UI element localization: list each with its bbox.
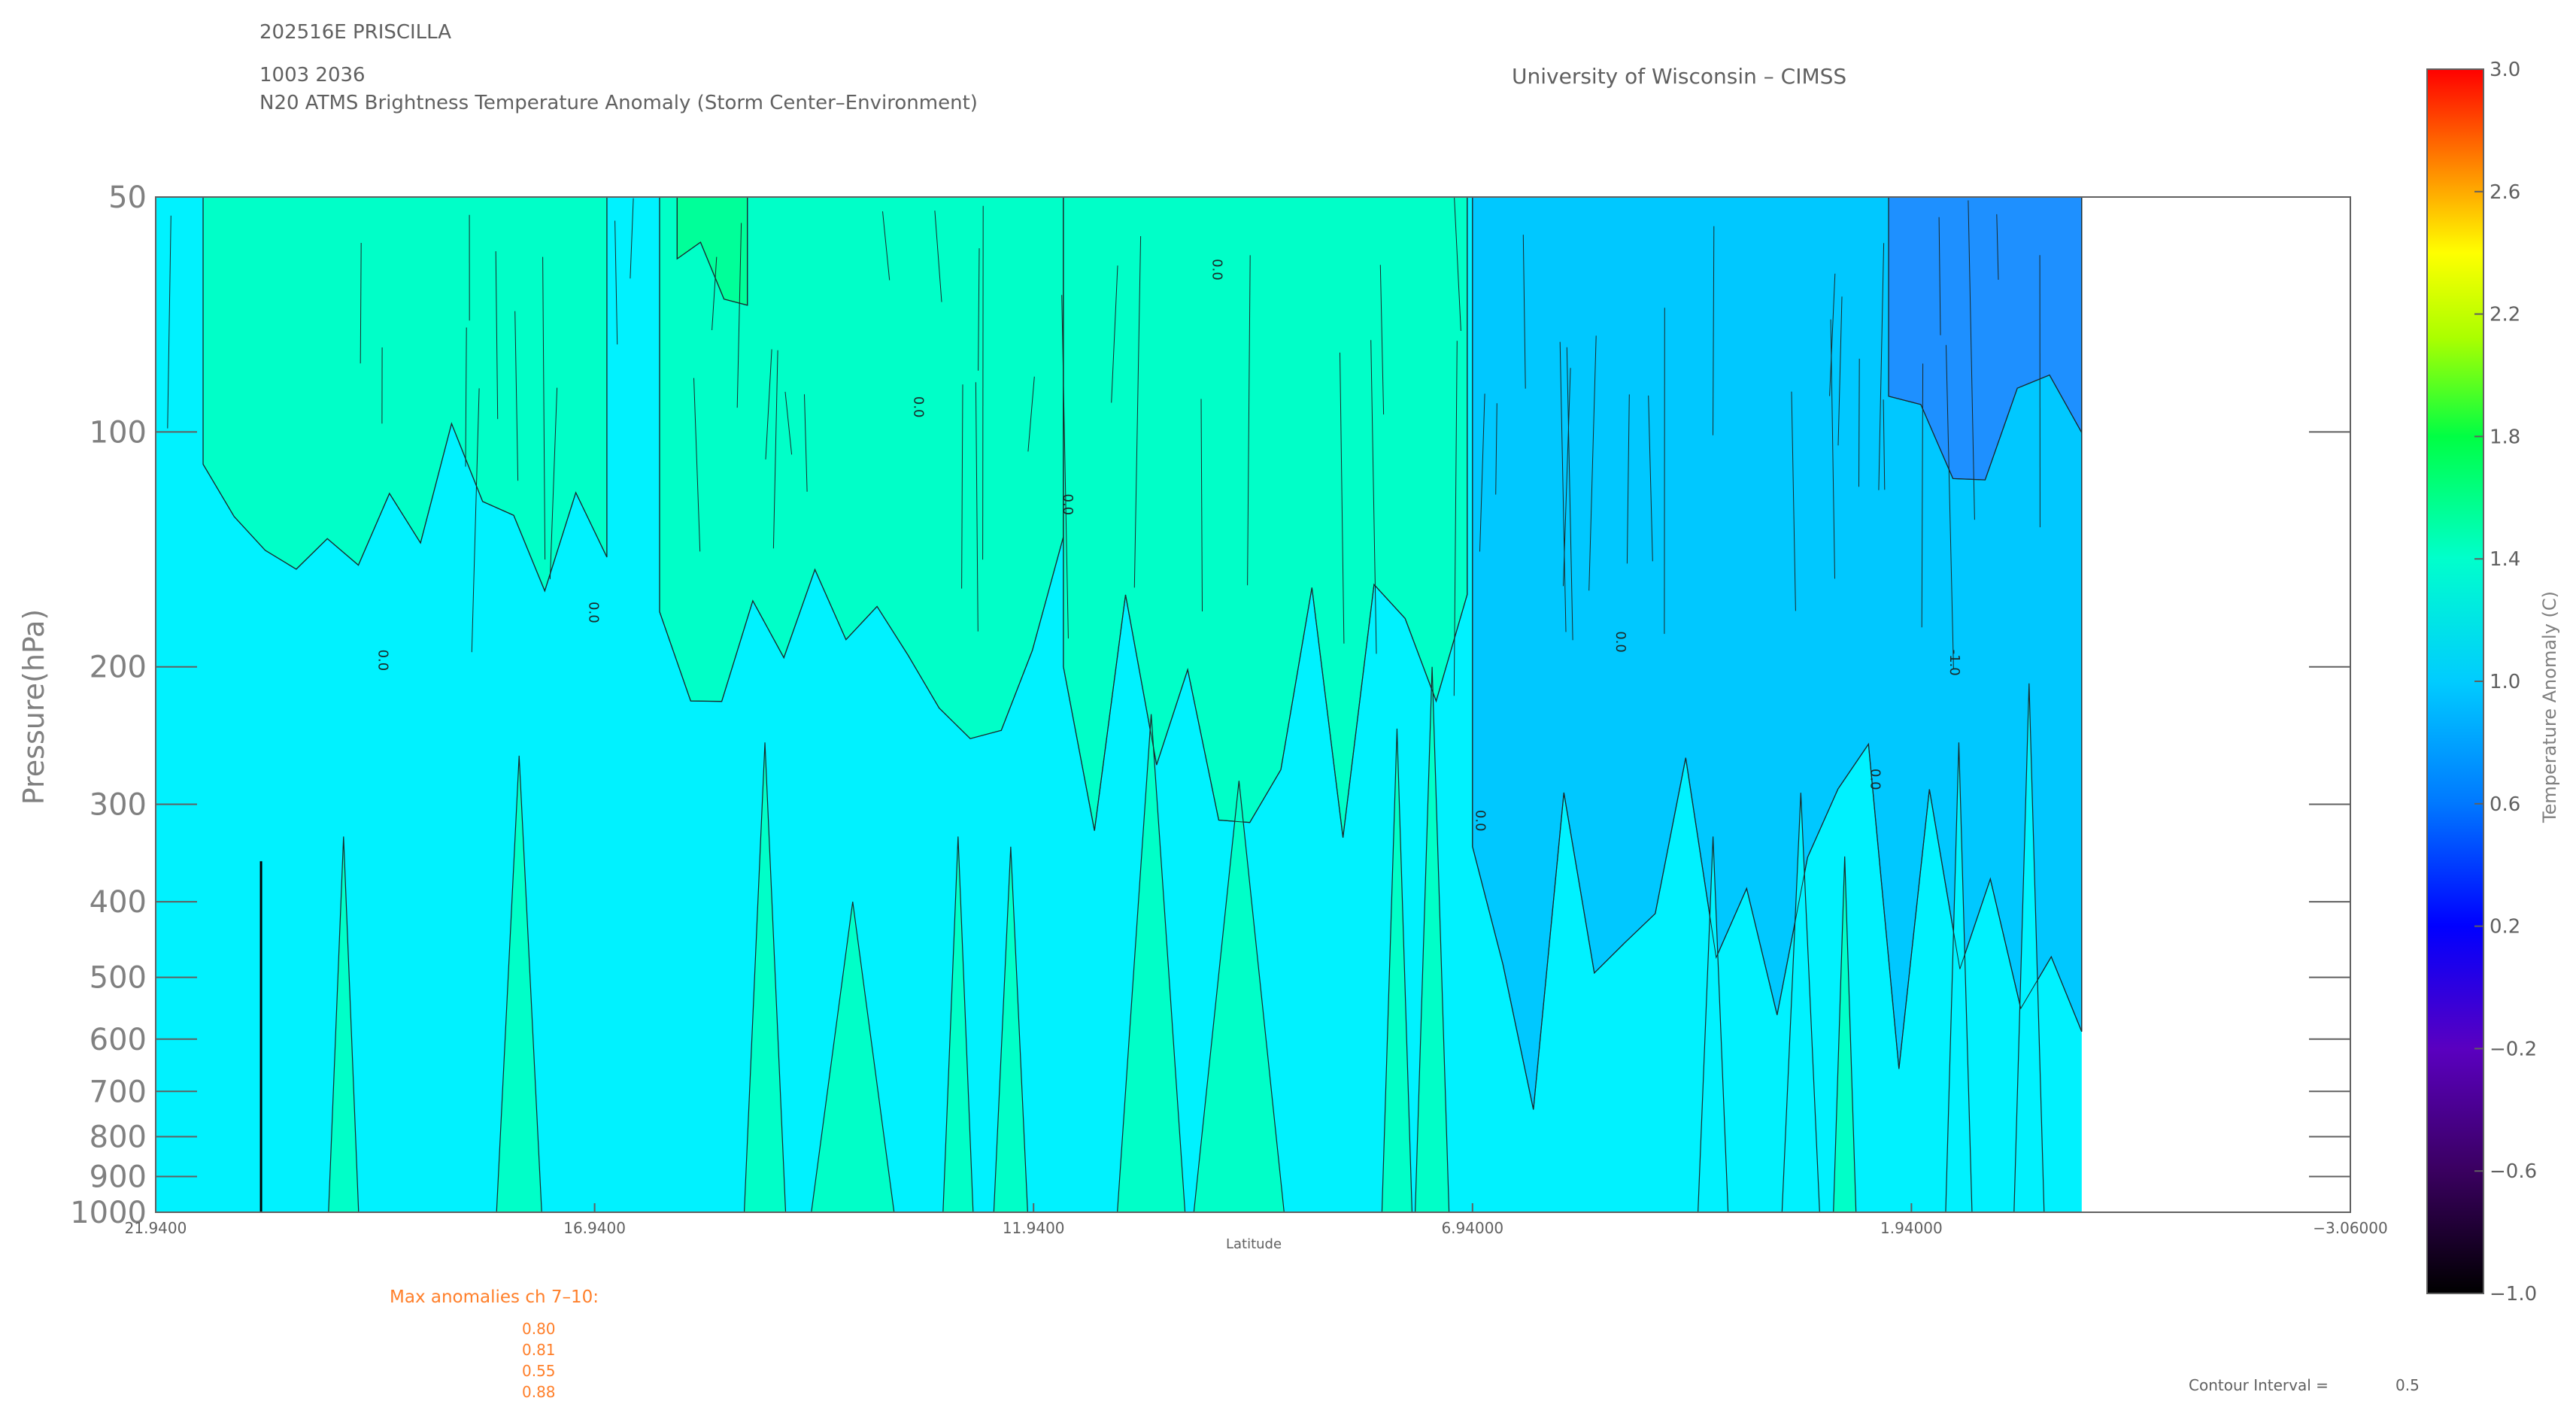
contour-label-7: -1.0 <box>1946 650 1962 676</box>
colorbar-tick-label-10: −0.6 <box>2490 1160 2537 1183</box>
y-tick-label-100: 100 <box>90 415 147 450</box>
max-anomaly-ch8: 0.81 <box>522 1341 556 1359</box>
y-tick-label-900: 900 <box>90 1160 147 1195</box>
max-anomaly-ch10: 0.88 <box>522 1383 556 1401</box>
y-tick-label-200: 200 <box>90 650 147 685</box>
colorbar-tick-label-4: 1.8 <box>2490 426 2520 448</box>
colorbar-tick-label-8: 0.2 <box>2490 916 2520 939</box>
contour-label-2: 0.0 <box>375 650 390 672</box>
colorbar-tick-label-6: 1.0 <box>2490 671 2520 693</box>
colorbar-tick-label-7: 0.6 <box>2490 793 2520 816</box>
colorbar-tick-label-11: −1.0 <box>2490 1283 2537 1305</box>
contour-label-5: 0.0 <box>1613 631 1628 653</box>
y-tick-label-700: 700 <box>90 1075 147 1109</box>
y-tick-label-500: 500 <box>90 961 147 996</box>
contour-interval-value: 0.5 <box>2395 1376 2420 1394</box>
contour-label-1: 0.0 <box>586 602 602 623</box>
contour-label-9: 0.0 <box>910 396 926 418</box>
contour-label-3: 0.0 <box>1060 494 1076 516</box>
contour-label-4: 0.0 <box>1472 810 1488 832</box>
x-tick-label-6: −3.06000 <box>2313 1219 2387 1237</box>
y-tick-label-300: 300 <box>90 787 147 822</box>
x-axis-title: Latitude <box>1226 1236 1282 1252</box>
plot-fill-layer <box>156 197 2082 1212</box>
colorbar-tick-label-9: −0.2 <box>2490 1038 2537 1060</box>
x-tick-label-1: 21.9400 <box>125 1219 187 1237</box>
colorbar-tick-label-2: 2.6 <box>2490 181 2520 204</box>
contour-line-17 <box>1859 359 1860 487</box>
colorbar-label: Temperature Anomaly (C) <box>2539 591 2560 823</box>
x-tick-label-3: 11.9400 <box>1003 1219 1065 1237</box>
colorbar-tick-label-5: 1.4 <box>2490 548 2520 571</box>
x-tick-label-2: 16.9400 <box>563 1219 626 1237</box>
x-tick-label-4: 6.94000 <box>1441 1219 1503 1237</box>
y-tick-label-50: 50 <box>108 180 147 215</box>
contour-label-6: 0.0 <box>1868 769 1883 790</box>
y-tick-label-400: 400 <box>90 885 147 920</box>
contour-interval-label: Contour Interval = <box>2189 1376 2329 1394</box>
colorbar-tick-label-1: 3.0 <box>2490 59 2520 81</box>
max-anomaly-ch9: 0.55 <box>522 1362 556 1380</box>
y-axis-title: Pressure(hPa) <box>17 609 50 805</box>
max-anomalies-title: Max anomalies ch 7–10: <box>390 1287 599 1307</box>
colorbar-tick-label-3: 2.2 <box>2490 304 2520 326</box>
y-tick-label-800: 800 <box>90 1120 147 1154</box>
colorbar: 3.0 2.6 2.2 1.8 1.4 1.0 0.6 0.2 −0.2 −0.6 −1.0 <box>2427 59 2537 1305</box>
max-anomaly-ch7: 0.80 <box>522 1320 556 1338</box>
x-tick-label-5: 1.94000 <box>1880 1219 1943 1237</box>
y-tick-label-600: 600 <box>90 1023 147 1057</box>
contour-label-8: 0.0 <box>1209 259 1224 281</box>
contour-line-35 <box>983 206 984 559</box>
